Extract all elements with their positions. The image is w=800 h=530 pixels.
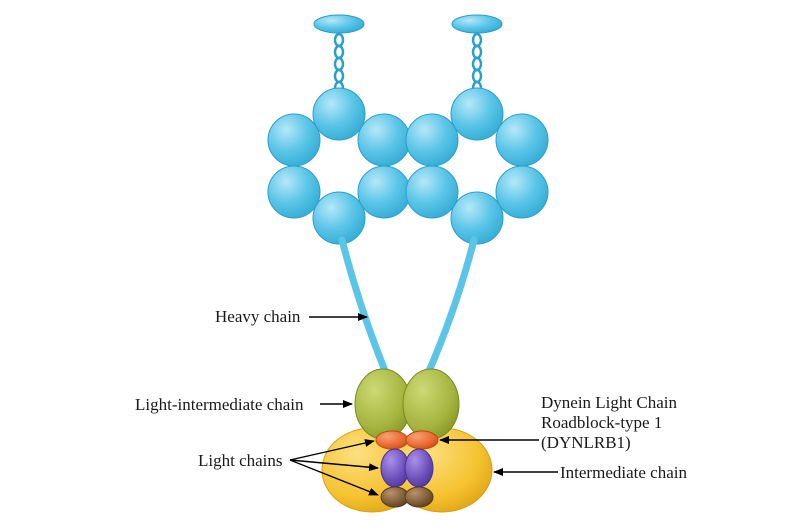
chain-links-left [335,34,343,94]
heavy-chain-stalk-left [342,240,388,378]
label-intermediate: Intermediate chain [560,463,687,483]
label-heavy-chain: Heavy chain [215,307,300,327]
heavy-chain-ring-left [268,88,410,244]
label-dynlrb1-1: Dynein Light Chain [541,393,677,413]
cap-ellipse-left [314,15,364,33]
light-chain-orange-right [406,431,438,449]
label-dynlrb1-3: (DYNLRB1) [541,433,631,453]
light-chain-brown-right [405,487,433,507]
label-light-chains: Light chains [198,451,283,471]
light-intermediate-right [403,369,459,439]
heavy-chain-stalk-right [426,240,474,378]
label-dynlrb1-2: Roadblock-type 1 [541,413,662,433]
heavy-chain-ring-right [406,88,548,244]
light-chain-purple-right [405,449,433,487]
label-light-intermediate: Light-intermediate chain [135,395,304,415]
chain-links-right [473,34,481,94]
cap-ellipse-right [452,15,502,33]
light-chain-orange-left [376,431,408,449]
